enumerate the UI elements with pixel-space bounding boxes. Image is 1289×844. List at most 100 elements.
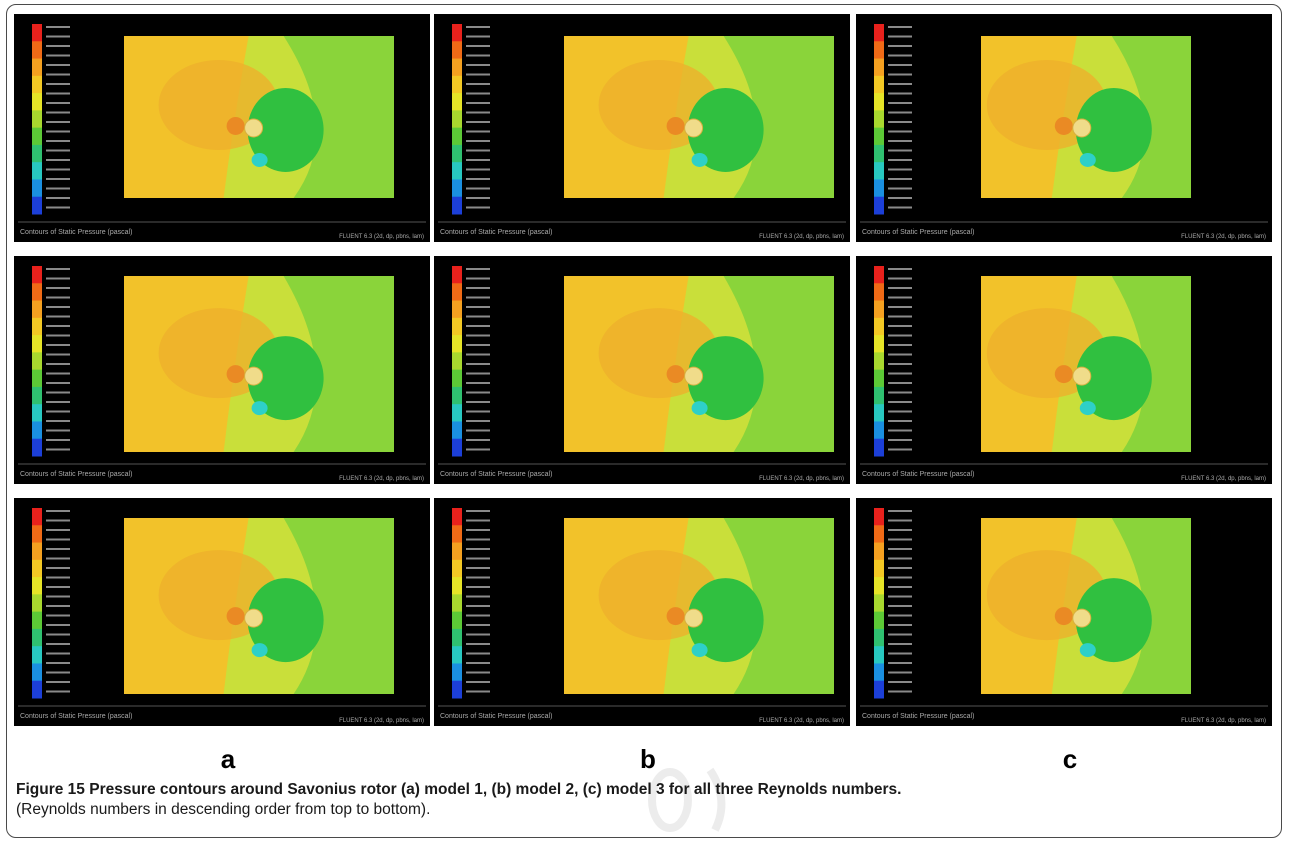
contour-panel: Contours of Static Pressure (pascal) FLUE… bbox=[14, 256, 430, 484]
legend-swatch bbox=[452, 58, 462, 77]
legend-tick bbox=[466, 168, 490, 171]
downstream-region bbox=[1111, 276, 1191, 452]
flow-domain bbox=[564, 276, 834, 452]
legend-tick bbox=[888, 187, 912, 190]
rotor-icon bbox=[244, 608, 264, 628]
legend-tick bbox=[888, 102, 912, 104]
legend-tick bbox=[466, 334, 490, 337]
legend-tick bbox=[46, 605, 70, 607]
legend-tick bbox=[466, 690, 490, 693]
legend-swatch bbox=[32, 646, 42, 664]
legend-tick bbox=[46, 206, 70, 209]
contour-panel: Contours of Static Pressure (pascal) FLUE… bbox=[434, 498, 850, 726]
wake-low-pressure bbox=[1075, 87, 1152, 172]
legend-tick bbox=[46, 690, 70, 693]
legend-swatch bbox=[32, 577, 42, 595]
legend-tick bbox=[466, 45, 490, 47]
legend-swatch bbox=[32, 75, 42, 94]
legend-tick bbox=[466, 140, 490, 142]
legend-tick bbox=[46, 671, 70, 674]
legend-tick bbox=[46, 45, 70, 47]
contour-plot: Contours of Static Pressure (pascal) FLUE… bbox=[18, 508, 426, 724]
legend-swatch bbox=[32, 127, 42, 146]
legend-tick bbox=[888, 149, 912, 152]
legend-tick bbox=[888, 92, 912, 95]
legend-tick bbox=[466, 391, 490, 394]
legend-tick bbox=[46, 287, 70, 289]
legend-swatch bbox=[452, 525, 462, 544]
legend-tick bbox=[888, 643, 912, 645]
legend-tick bbox=[888, 382, 912, 384]
panel-footer-right: FLUENT 6.3 (2d, dp, pbns, lam) bbox=[759, 234, 844, 240]
contour-plot: Contours of Static Pressure (pascal) FLUE… bbox=[860, 508, 1268, 724]
stagnation-zone bbox=[1054, 607, 1073, 626]
stagnation-zone bbox=[1054, 116, 1073, 135]
legend-swatch bbox=[452, 162, 462, 180]
panel-footer-right: FLUENT 6.3 (2d, dp, pbns, lam) bbox=[1181, 234, 1266, 240]
legend-tick bbox=[888, 671, 912, 674]
panel-footer-left: Contours of Static Pressure (pascal) bbox=[862, 471, 974, 478]
legend-tick bbox=[888, 538, 912, 541]
legend-tick bbox=[466, 159, 490, 161]
column-label-b: b bbox=[640, 744, 656, 774]
panel-footer-right: FLUENT 6.3 (2d, dp, pbns, lam) bbox=[759, 718, 844, 724]
contour-plot: Contours of Static Pressure (pascal) FLUE… bbox=[860, 24, 1268, 240]
legend-tick bbox=[466, 586, 490, 588]
legend-tick bbox=[888, 197, 912, 199]
legend-tick bbox=[888, 296, 912, 299]
stagnation-zone bbox=[226, 116, 245, 135]
legend-swatch bbox=[452, 542, 462, 561]
flow-domain bbox=[124, 518, 394, 694]
legend-tick bbox=[466, 652, 490, 655]
panel-footer-left: Contours of Static Pressure (pascal) bbox=[20, 229, 132, 236]
legend-swatch bbox=[32, 404, 42, 422]
figure-caption: Figure 15 Pressure contours around Savon… bbox=[16, 780, 1266, 820]
legend-tick bbox=[466, 149, 490, 152]
legend-tick bbox=[46, 401, 70, 403]
legend-tick bbox=[46, 54, 70, 57]
legend-tick bbox=[46, 306, 70, 308]
legend-tick bbox=[888, 334, 912, 337]
legend-swatch bbox=[874, 404, 884, 422]
legend-swatch bbox=[452, 559, 462, 578]
legend-tick bbox=[46, 325, 70, 327]
legend-swatch bbox=[874, 542, 884, 561]
legend-tick bbox=[888, 277, 912, 280]
panel-footer-left: Contours of Static Pressure (pascal) bbox=[20, 713, 132, 720]
legend-tick bbox=[46, 595, 70, 598]
legend-swatch bbox=[874, 680, 884, 699]
legend-tick bbox=[46, 111, 70, 114]
legend-tick bbox=[888, 159, 912, 161]
wake-low-pressure bbox=[247, 578, 324, 663]
contour-panel: Contours of Static Pressure (pascal) FLUE… bbox=[14, 498, 430, 726]
legend-swatch bbox=[874, 646, 884, 664]
legend-swatch bbox=[874, 110, 884, 129]
legend-tick bbox=[888, 26, 912, 28]
legend-swatch bbox=[32, 386, 42, 405]
legend-tick bbox=[466, 557, 490, 560]
legend-tick bbox=[888, 519, 912, 522]
legend-swatch bbox=[874, 352, 884, 371]
legend-tick bbox=[46, 149, 70, 152]
legend-tick bbox=[888, 690, 912, 693]
legend-tick bbox=[888, 35, 912, 38]
legend-tick bbox=[466, 344, 490, 346]
legend-tick bbox=[466, 410, 490, 413]
legend-tick bbox=[46, 538, 70, 541]
legend-tick bbox=[888, 353, 912, 356]
legend-tick bbox=[888, 633, 912, 636]
figure-title: Pressure contours around Savonius rotor … bbox=[89, 781, 902, 798]
legend-tick bbox=[888, 420, 912, 422]
rotor-icon bbox=[1072, 608, 1092, 628]
legend-tick bbox=[888, 548, 912, 550]
wake-low-pressure bbox=[1075, 578, 1152, 663]
legend-tick bbox=[466, 35, 490, 38]
legend-tick bbox=[466, 633, 490, 636]
wake-low-pressure bbox=[247, 336, 324, 421]
flow-domain bbox=[981, 276, 1191, 452]
legend-tick bbox=[46, 140, 70, 142]
legend-tick bbox=[466, 102, 490, 104]
legend-swatch bbox=[452, 317, 462, 336]
legend-swatch bbox=[452, 646, 462, 664]
contour-plot: Contours of Static Pressure (pascal) FLUE… bbox=[438, 508, 846, 724]
